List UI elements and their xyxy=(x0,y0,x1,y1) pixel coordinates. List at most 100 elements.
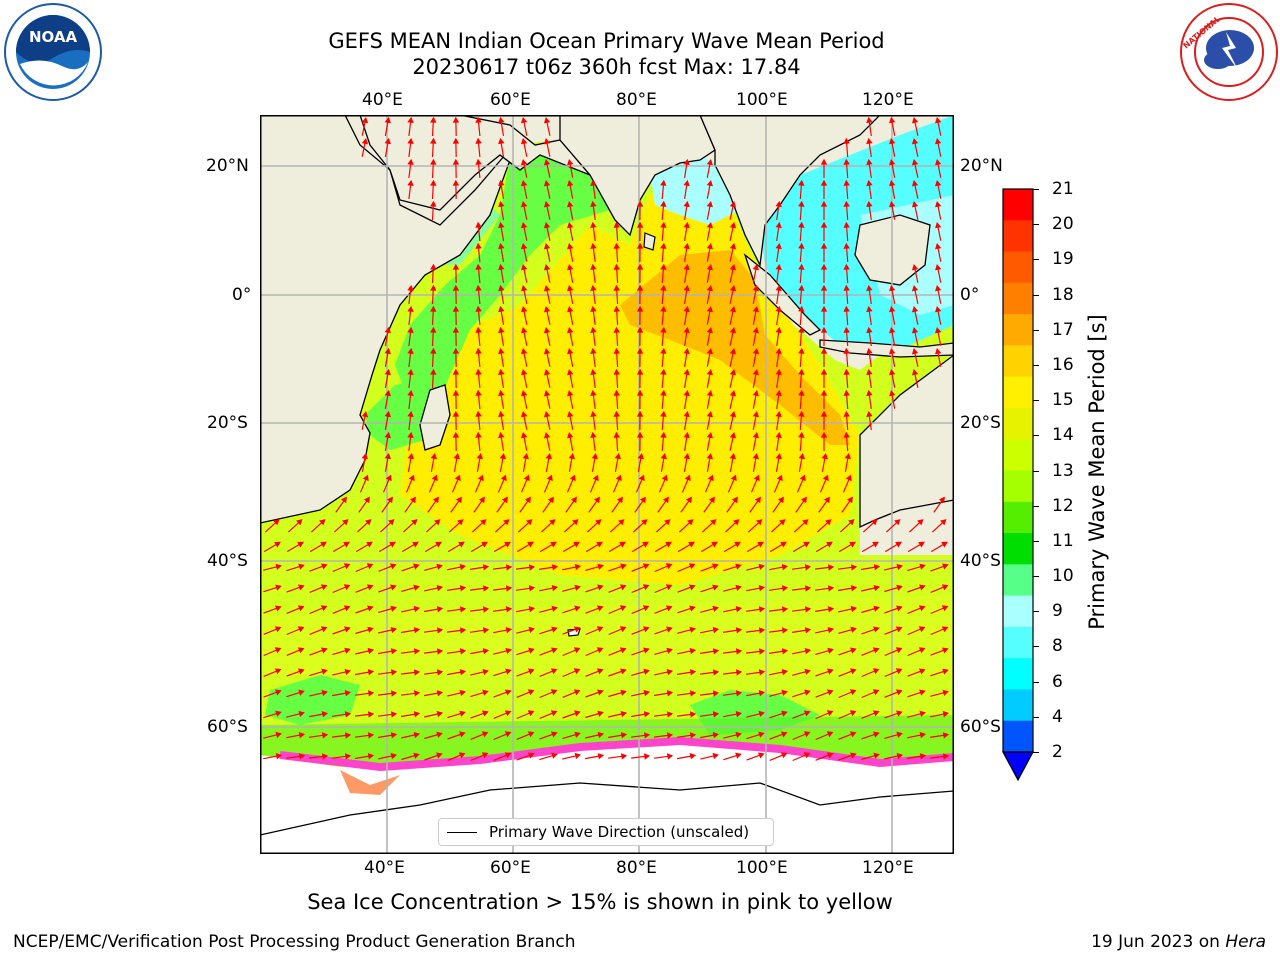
wave-arrow-head xyxy=(665,541,672,548)
wave-arrow-head xyxy=(843,242,850,249)
wave-arrow-head xyxy=(551,626,558,633)
wave-arrow-head xyxy=(849,731,857,738)
wave-arrow-head xyxy=(590,326,597,334)
colorbar-tick-mark xyxy=(1033,470,1039,472)
land-africa xyxy=(260,115,521,524)
wave-arrow-head xyxy=(637,452,645,460)
wave-arrow-head xyxy=(298,753,306,760)
wave-arrow-head xyxy=(590,242,597,250)
wave-arrow-head xyxy=(459,669,467,676)
wave-arrow-head xyxy=(735,731,742,739)
wave-arrow-head xyxy=(775,200,782,208)
wave-arrow-head xyxy=(482,564,490,571)
wave-arrow-head xyxy=(344,668,352,676)
wave-arrow-head xyxy=(779,519,786,526)
colorbar-tick-label: 10 xyxy=(1052,566,1074,587)
wave-arrow-head xyxy=(567,158,574,166)
wave-arrow-head xyxy=(413,669,421,676)
wave-arrow-head xyxy=(573,668,581,675)
wave-arrow-head xyxy=(798,263,805,270)
wave-arrow-head xyxy=(367,753,375,760)
wave-arrow-head xyxy=(436,563,443,570)
wave-arrow-head xyxy=(776,474,783,482)
wave-arrow-head xyxy=(895,689,903,696)
wave-arrow-head xyxy=(798,389,805,396)
noaa-logo: NOAA xyxy=(4,3,102,101)
wave-arrow-head xyxy=(660,431,667,438)
wave-arrow-head xyxy=(590,410,597,418)
colorbar-tick-label: 14 xyxy=(1052,425,1074,446)
wave-arrow-head xyxy=(413,690,421,697)
wave-arrow-head xyxy=(390,605,397,612)
wave-arrow-head xyxy=(636,389,644,396)
wave-arrow-head xyxy=(850,626,857,633)
wave-arrow-head xyxy=(729,284,737,292)
colorbar-tick-label: 2 xyxy=(1052,742,1063,762)
wave-arrow-head xyxy=(569,474,576,482)
wave-arrow-head xyxy=(754,496,761,504)
colorbar-segment xyxy=(1003,470,1033,503)
wave-arrow-head xyxy=(520,389,528,397)
wave-arrow-head xyxy=(850,564,858,571)
wave-arrow-head xyxy=(889,200,896,208)
wave-arrow-head xyxy=(520,179,528,187)
colorbar-tick-mark xyxy=(1033,646,1039,648)
wave-arrow-head xyxy=(389,541,396,548)
wave-arrow-head xyxy=(918,605,926,612)
wave-arrow-head xyxy=(320,626,328,633)
wave-arrow-head xyxy=(780,541,787,548)
wave-arrow-head xyxy=(752,326,759,334)
nws-logo: NATIONAL xyxy=(1180,3,1278,101)
colorbar-segment xyxy=(1003,439,1033,471)
wave-arrow-head xyxy=(498,179,505,187)
colorbar-tick-label: 11 xyxy=(1052,530,1074,551)
wave-arrow-head xyxy=(526,519,533,526)
wave-arrow-head xyxy=(775,263,782,271)
wave-arrow-head xyxy=(804,606,812,613)
wave-arrow-head xyxy=(455,496,462,504)
wave-arrow-head xyxy=(475,263,482,270)
wave-arrow-head xyxy=(758,669,766,676)
wave-arrow-head xyxy=(822,474,829,482)
wave-arrow-head xyxy=(275,584,282,591)
wave-arrow-head xyxy=(275,731,282,739)
wave-arrow-head xyxy=(361,137,369,145)
wave-arrow-head xyxy=(550,689,558,696)
colorbar-tick-label: 6 xyxy=(1052,671,1063,692)
wave-arrow-head xyxy=(475,221,482,228)
wave-direction-arrows xyxy=(263,116,950,762)
wave-arrow-head xyxy=(597,710,604,717)
wave-arrow-head xyxy=(896,710,903,717)
wave-arrow-head xyxy=(550,668,558,675)
wave-arrow-head xyxy=(683,242,690,250)
wave-arrow-head xyxy=(683,179,690,187)
bottom-lon-tick-100e: 100°E xyxy=(736,858,788,878)
wave-arrow-head xyxy=(666,668,674,676)
wave-arrow-head xyxy=(549,519,556,526)
wave-arrow-head xyxy=(804,585,812,592)
sea-ice-orange xyxy=(340,770,400,795)
wave-arrow-head xyxy=(734,541,741,548)
wave-arrow-head xyxy=(320,541,327,548)
top-lon-tick-80e: 80°E xyxy=(616,90,657,110)
wave-arrow-head xyxy=(367,690,375,697)
wave-arrow-head xyxy=(707,474,714,482)
wave-arrow-head xyxy=(344,711,352,718)
wave-arrow-head xyxy=(452,326,460,333)
wave-arrow-head xyxy=(613,347,620,354)
wave-arrow-head xyxy=(297,626,305,633)
wave-arrow-head xyxy=(528,585,536,592)
wave-arrow-head xyxy=(889,347,896,355)
wave-arrow-head xyxy=(620,732,628,739)
wave-arrow-head xyxy=(827,626,835,634)
wave-arrow-head xyxy=(567,242,574,250)
wave-arrow-head xyxy=(498,389,505,397)
wave-arrow-head xyxy=(729,305,737,313)
wave-arrow-head xyxy=(452,137,460,144)
wave-arrow-head xyxy=(543,221,551,229)
wave-arrow-head xyxy=(843,284,850,291)
wave-arrow-head xyxy=(475,410,482,417)
wave-arrow-head xyxy=(430,368,437,375)
wave-arrow-head xyxy=(660,326,667,333)
colorbar-tick-mark xyxy=(1033,400,1039,402)
